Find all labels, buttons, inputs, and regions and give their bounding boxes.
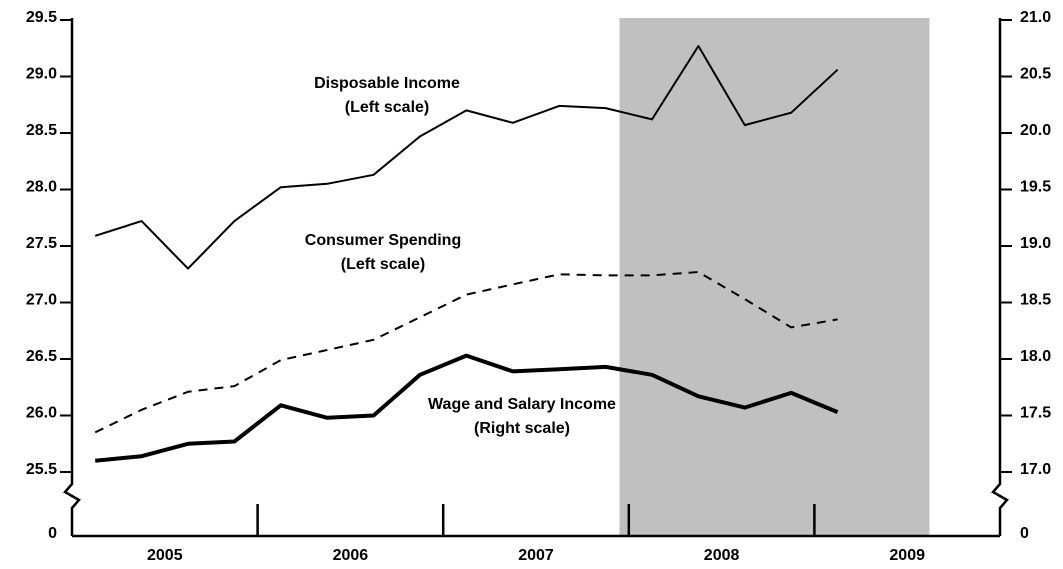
annotation: Disposable Income: [314, 75, 460, 92]
y-tick-label: 26.0: [26, 405, 57, 422]
y2-tick-label: 17.5: [1020, 405, 1051, 422]
axis-line: [991, 18, 1009, 536]
x-tick-label: 2005: [147, 547, 183, 564]
x-tick-label: 2006: [333, 547, 369, 564]
y-tick-label: 26.5: [26, 348, 57, 365]
y-tick-label: 0: [48, 525, 57, 542]
y-tick-label: 29.0: [26, 66, 57, 83]
series-line: [94, 271, 838, 434]
axis-line: [63, 18, 81, 536]
annotation: (Right scale): [474, 420, 570, 437]
y-tick-label: 29.5: [26, 9, 57, 26]
annotation: (Left scale): [341, 256, 425, 273]
y2-tick-label: 21.0: [1020, 9, 1051, 26]
annotation: (Left scale): [345, 99, 429, 116]
y2-tick-label: 18.0: [1020, 348, 1051, 365]
y2-tick-label: 17.0: [1020, 461, 1051, 478]
x-tick-label: 2007: [518, 547, 554, 564]
recession-shade: [619, 18, 930, 536]
y-tick-label: 27.5: [26, 235, 57, 252]
y-tick-label: 25.5: [26, 461, 57, 478]
y2-tick-label: 20.0: [1020, 122, 1051, 139]
y2-tick-label: 0: [1020, 525, 1029, 542]
y2-tick-label: 19.0: [1020, 235, 1051, 252]
x-tick-label: 2008: [704, 547, 740, 564]
annotation: Consumer Spending: [305, 232, 461, 249]
y2-tick-label: 18.5: [1020, 292, 1051, 309]
series-line: [94, 45, 839, 270]
series-line: [95, 353, 839, 463]
y2-tick-label: 20.5: [1020, 66, 1051, 83]
y-tick-label: 27.0: [26, 292, 57, 309]
annotation: Wage and Salary Income: [428, 396, 616, 413]
y-tick-label: 28.0: [26, 179, 57, 196]
x-tick-label: 2009: [889, 547, 925, 564]
y2-tick-label: 19.5: [1020, 179, 1051, 196]
y-tick-label: 28.5: [26, 122, 57, 139]
